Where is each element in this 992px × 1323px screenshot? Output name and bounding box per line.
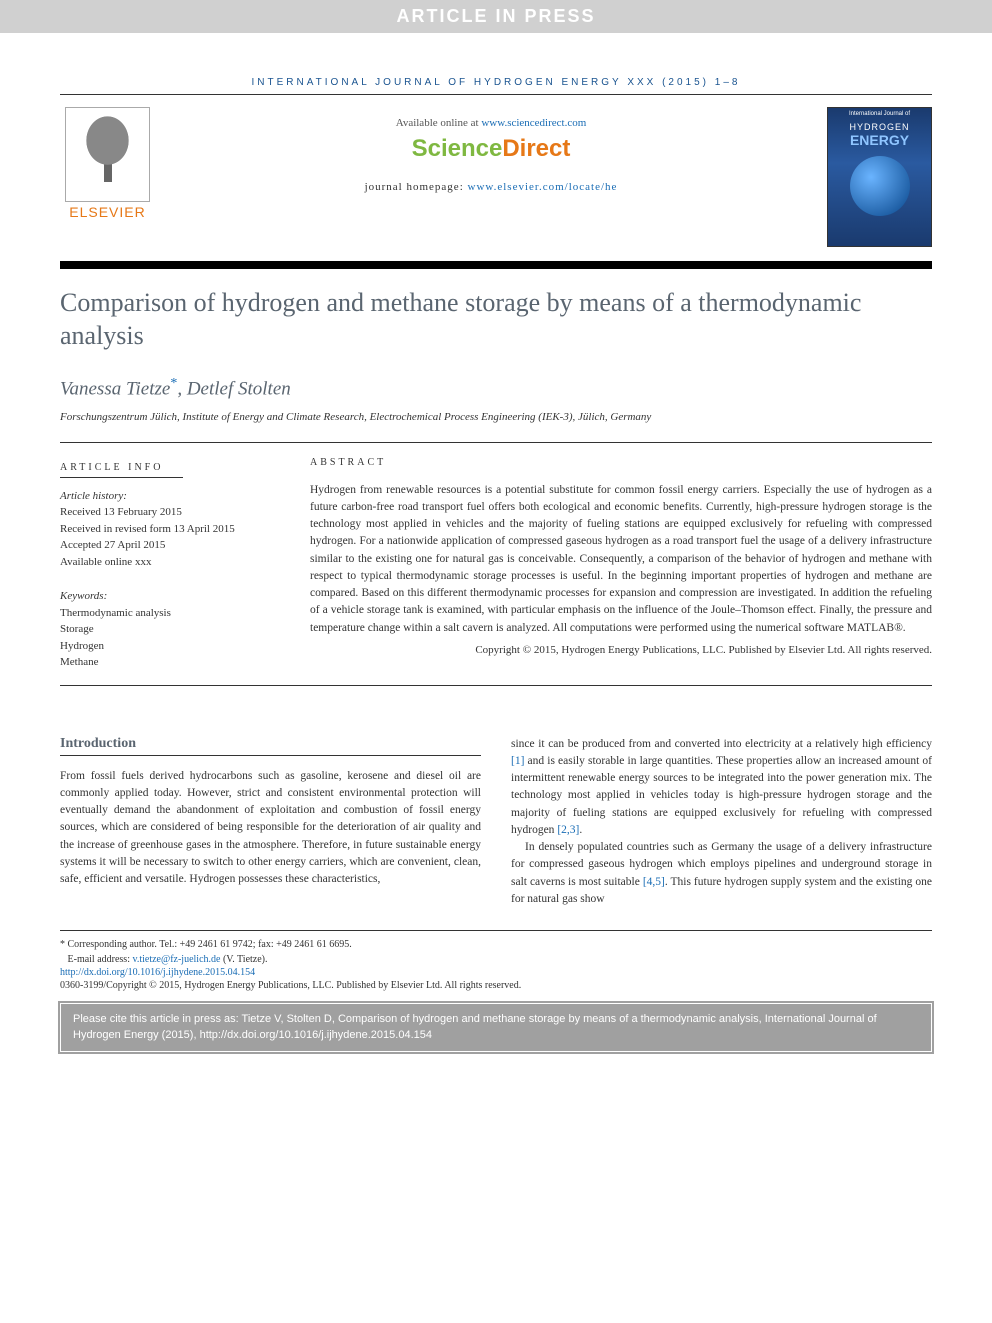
email-suffix: (V. Tietze).: [220, 954, 267, 965]
body-column-right: since it can be produced from and conver…: [511, 736, 932, 909]
author-2: , Detlef Stolten: [177, 378, 290, 399]
article-title: Comparison of hydrogen and methane stora…: [60, 287, 932, 352]
intro-paragraph-2: since it can be produced from and conver…: [511, 736, 932, 840]
history-title: Article history:: [60, 488, 260, 505]
affiliation: Forschungszentrum Jülich, Institute of E…: [60, 410, 932, 425]
history-accepted: Accepted 27 April 2015: [60, 537, 260, 554]
ref-link-23[interactable]: [2,3]: [557, 824, 579, 836]
cover-energy-text: ENERGY: [828, 132, 931, 148]
cover-hydrogen-text: HYDROGEN: [828, 122, 931, 132]
keywords-title: Keywords:: [60, 588, 260, 605]
intro-paragraph-3: In densely populated countries such as G…: [511, 839, 932, 908]
corresponding-author-note: * Corresponding author. Tel.: +49 2461 6…: [60, 937, 932, 967]
email-label: E-mail address:: [68, 954, 133, 965]
keyword-item: Thermodynamic analysis: [60, 605, 260, 622]
publisher-info-row: ELSEVIER Available online at www.science…: [60, 95, 932, 255]
sd-logo-right: Direct: [502, 135, 570, 162]
article-history: Article history: Received 13 February 20…: [60, 488, 260, 571]
ref-link-1[interactable]: [1]: [511, 755, 524, 767]
article-info-row: ARTICLE INFO Article history: Received 1…: [60, 442, 932, 686]
issn-copyright-line: 0360-3199/Copyright © 2015, Hydrogen Ene…: [60, 980, 932, 991]
corr-tel: Tel.: +49 2461 61 9742; fax: +49 2461 61…: [157, 939, 352, 950]
history-received: Received 13 February 2015: [60, 504, 260, 521]
divider-bar: [60, 261, 932, 269]
elsevier-logo-block: ELSEVIER: [60, 107, 155, 220]
history-revised: Received in revised form 13 April 2015: [60, 521, 260, 538]
keyword-item: Hydrogen: [60, 638, 260, 655]
keywords-block: Keywords: Thermodynamic analysis Storage…: [60, 588, 260, 671]
journal-cover-thumbnail: International Journal of HYDROGEN ENERGY: [827, 107, 932, 247]
cover-globe-icon: [850, 156, 910, 216]
introduction-heading: Introduction: [60, 736, 481, 756]
available-prefix: Available online at: [396, 117, 482, 129]
doi-line: http://dx.doi.org/10.1016/j.ijhydene.201…: [60, 967, 932, 978]
keyword-item: Storage: [60, 621, 260, 638]
cover-top-text: International Journal of: [828, 108, 931, 120]
homepage-prefix: journal homepage:: [365, 181, 468, 193]
sd-logo-left: Science: [412, 135, 503, 162]
ref-link-45[interactable]: [4,5]: [643, 876, 665, 888]
sciencedirect-link[interactable]: www.sciencedirect.com: [481, 117, 586, 129]
article-info-label: ARTICLE INFO: [60, 462, 183, 478]
sciencedirect-logo: ScienceDirect: [155, 135, 827, 163]
elsevier-label: ELSEVIER: [60, 204, 155, 220]
keyword-item: Methane: [60, 654, 260, 671]
authors-line: Vanessa Tietze*, Detlef Stolten: [60, 376, 932, 400]
corr-label: * Corresponding author.: [60, 939, 157, 950]
intro-p2-a: since it can be produced from and conver…: [511, 738, 932, 750]
author-1: Vanessa Tietze: [60, 378, 170, 399]
homepage-text: journal homepage: www.elsevier.com/locat…: [155, 181, 827, 193]
abstract-copyright: Copyright © 2015, Hydrogen Energy Public…: [310, 643, 932, 658]
journal-header: INTERNATIONAL JOURNAL OF HYDROGEN ENERGY…: [60, 71, 932, 95]
available-online-text: Available online at www.sciencedirect.co…: [155, 117, 827, 129]
citation-box: Please cite this article in press as: Ti…: [60, 1003, 932, 1052]
article-info-left: ARTICLE INFO Article history: Received 1…: [60, 457, 260, 671]
footer-block: * Corresponding author. Tel.: +49 2461 6…: [60, 930, 932, 991]
elsevier-tree-icon: [65, 107, 150, 202]
doi-link[interactable]: http://dx.doi.org/10.1016/j.ijhydene.201…: [60, 967, 255, 978]
abstract-block: ABSTRACT Hydrogen from renewable resourc…: [310, 457, 932, 671]
article-in-press-banner: ARTICLE IN PRESS: [0, 0, 992, 33]
publisher-center: Available online at www.sciencedirect.co…: [155, 107, 827, 193]
email-link[interactable]: v.tietze@fz-juelich.de: [132, 954, 220, 965]
history-online: Available online xxx: [60, 554, 260, 571]
homepage-link[interactable]: www.elsevier.com/locate/he: [468, 181, 618, 193]
body-column-left: Introduction From fossil fuels derived h…: [60, 736, 481, 909]
abstract-text: Hydrogen from renewable resources is a p…: [310, 482, 932, 637]
body-section: Introduction From fossil fuels derived h…: [60, 736, 932, 909]
intro-paragraph-1: From fossil fuels derived hydrocarbons s…: [60, 768, 481, 889]
abstract-label: ABSTRACT: [310, 457, 932, 472]
intro-p2-c: .: [579, 824, 582, 836]
